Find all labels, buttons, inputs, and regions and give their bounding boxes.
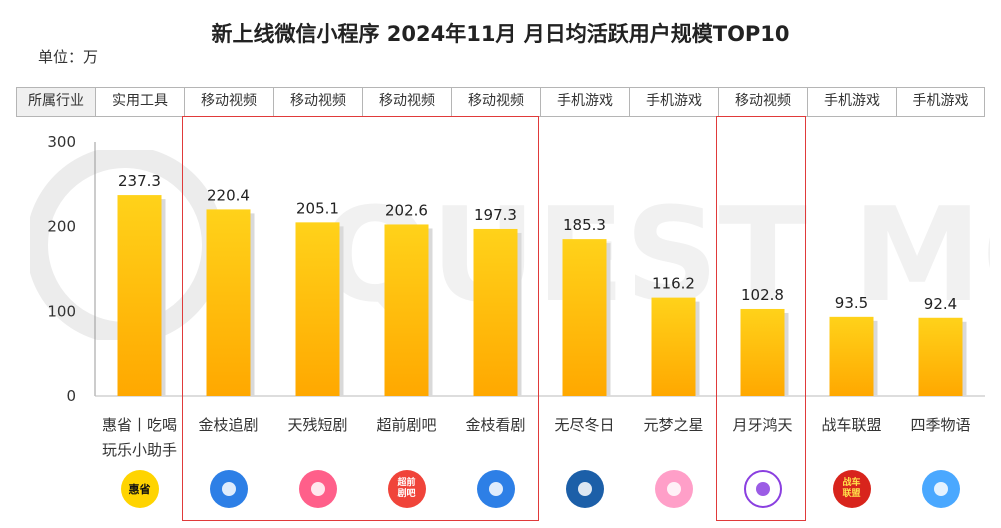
huisheng-logo-icon: 惠省 — [120, 470, 159, 508]
y-tick-label: 0 — [66, 387, 76, 405]
icon-text: 战车联盟 — [842, 478, 861, 499]
icon-glyph — [933, 482, 948, 496]
industry-cell: 移动视频 — [273, 88, 362, 116]
bar — [651, 297, 696, 396]
icon-glyph — [488, 482, 503, 496]
industry-cell: 手机游戏 — [540, 88, 629, 116]
icon-glyph — [666, 482, 681, 496]
value-label: 93.5 — [835, 294, 868, 312]
zhanche-lianmeng-logo-icon: 战车联盟 — [832, 470, 871, 508]
jinzhi-zhuiju-logo-icon — [209, 470, 248, 508]
industry-cell: 手机游戏 — [807, 88, 896, 116]
icon-glyph — [577, 482, 592, 496]
category-label: 月牙鸿天 — [732, 416, 792, 434]
icon-glyph — [310, 482, 325, 496]
value-label: 92.4 — [924, 295, 957, 313]
industry-cell: 实用工具 — [95, 88, 184, 116]
value-label: 205.1 — [296, 199, 339, 217]
value-label: 220.4 — [207, 186, 250, 204]
y-tick-label: 200 — [47, 218, 76, 236]
yueya-hongtian-logo-icon — [743, 470, 782, 508]
tiancan-duanju-logo-icon — [298, 470, 337, 508]
industry-cell: 移动视频 — [718, 88, 807, 116]
category-label: 天残短剧 — [287, 416, 347, 434]
bar — [740, 308, 785, 396]
category-label: 玩乐小助手 — [102, 441, 177, 459]
wujin-dongri-logo-icon — [565, 470, 604, 508]
industry-row: 所属行业 实用工具 移动视频 移动视频 移动视频 移动视频 手机游戏 手机游戏 移动视频 手机游… — [16, 87, 985, 117]
jinzhi-kanju-logo-icon — [476, 470, 515, 508]
category-label: 战车联盟 — [821, 416, 881, 434]
bar — [206, 209, 251, 396]
value-label: 237.3 — [118, 172, 161, 190]
category-label: 超前剧吧 — [376, 416, 436, 434]
category-label: 金枝追剧 — [198, 416, 258, 434]
bar — [473, 228, 518, 396]
industry-cell: 移动视频 — [451, 88, 540, 116]
icon-text: 惠省 — [128, 482, 151, 496]
value-label: 185.3 — [563, 216, 606, 234]
bar — [117, 195, 162, 396]
bar — [295, 222, 340, 396]
value-label: 102.8 — [741, 286, 784, 304]
icon-glyph — [755, 482, 770, 496]
value-label: 116.2 — [652, 275, 695, 293]
yuanmeng-zhixing-logo-icon — [654, 470, 693, 508]
industry-cell: 手机游戏 — [629, 88, 718, 116]
icon-glyph — [221, 482, 236, 496]
bar — [562, 239, 607, 396]
category-label: 惠省丨吃喝 — [102, 416, 177, 434]
chaoqian-juba-logo-icon: 超前剧吧 — [387, 470, 426, 508]
value-label: 202.6 — [385, 201, 428, 219]
bar — [829, 316, 874, 396]
bar — [918, 317, 963, 396]
category-label: 元梦之星 — [643, 416, 703, 434]
category-label: 四季物语 — [910, 416, 970, 434]
category-label: 无尽冬日 — [554, 416, 614, 434]
siji-wuyu-logo-icon — [921, 470, 960, 508]
industry-cell: 手机游戏 — [896, 88, 985, 116]
y-tick-label: 300 — [47, 133, 76, 151]
industry-header: 所属行业 — [16, 88, 95, 116]
industry-cell: 移动视频 — [362, 88, 451, 116]
industry-cell: 移动视频 — [184, 88, 273, 116]
chart-title: 新上线微信小程序 2024年11月 月日均活跃用户规模TOP10 — [211, 22, 790, 46]
icon-text: 超前剧吧 — [397, 478, 416, 499]
y-tick-label: 100 — [47, 302, 76, 320]
category-label: 金枝看剧 — [465, 416, 525, 434]
bar — [384, 224, 429, 396]
value-label: 197.3 — [474, 206, 517, 224]
unit-label: 单位：万 — [38, 48, 99, 66]
